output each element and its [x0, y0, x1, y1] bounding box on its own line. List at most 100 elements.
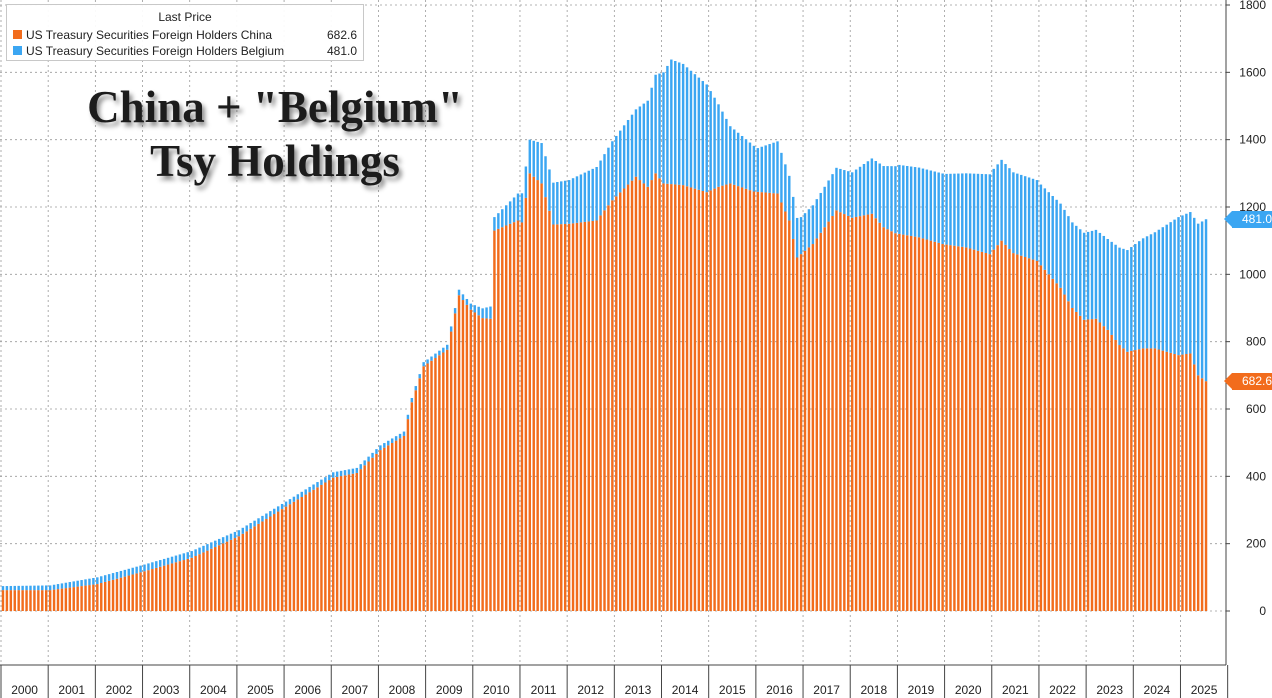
bar-china: [1161, 350, 1165, 611]
bar-china: [941, 244, 944, 612]
bar-china: [9, 590, 13, 611]
bar-china: [335, 476, 339, 611]
bar-china: [1145, 348, 1149, 611]
x-tick-label: 2024: [1144, 683, 1171, 697]
bar-china: [571, 223, 575, 611]
bar-belgium: [866, 161, 870, 215]
bar-belgium: [544, 156, 547, 198]
bar-china: [815, 238, 819, 611]
bar-china: [721, 185, 724, 611]
y-tick-label: 1600: [1239, 65, 1266, 79]
bar-china: [878, 222, 881, 611]
bar-china: [5, 590, 9, 611]
bar-belgium: [611, 141, 614, 201]
bar-china: [961, 246, 964, 612]
bar-china: [556, 224, 559, 612]
bar-china: [237, 536, 241, 611]
bar-belgium: [119, 570, 123, 578]
bar-belgium: [131, 567, 134, 575]
bar-belgium: [1043, 188, 1047, 270]
bar-china: [214, 547, 217, 611]
bar-china: [489, 318, 492, 611]
bar-china: [501, 227, 504, 611]
bar-china: [1086, 319, 1090, 611]
bar-china: [662, 183, 665, 611]
bar-belgium: [426, 359, 429, 364]
bar-belgium: [1134, 244, 1137, 351]
bar-china: [1082, 319, 1086, 611]
x-tick-label: 2010: [483, 683, 510, 697]
bar-china: [461, 300, 465, 611]
bar-belgium: [343, 470, 347, 476]
bar-china: [225, 541, 229, 611]
bar-belgium: [1063, 209, 1066, 295]
y-tick-label: 1200: [1239, 200, 1266, 214]
bar-china: [324, 482, 327, 611]
bar-china: [1165, 351, 1168, 611]
bar-belgium: [1059, 203, 1062, 288]
bar-belgium: [1035, 180, 1039, 261]
bar-china: [155, 567, 158, 611]
bar-china: [803, 250, 807, 611]
bar-belgium: [269, 511, 272, 517]
bar-belgium: [929, 170, 933, 241]
bar-china: [1118, 345, 1121, 611]
bar-china: [72, 587, 75, 611]
bar-china: [379, 450, 382, 611]
bar-belgium: [768, 144, 771, 193]
bar-belgium: [1094, 229, 1098, 319]
bar-china: [508, 223, 512, 612]
bar-china: [265, 518, 268, 611]
bar-belgium: [296, 494, 300, 500]
bar-belgium: [225, 535, 229, 542]
bar-china: [831, 215, 834, 611]
bar-belgium: [178, 554, 182, 562]
bar-china: [988, 254, 992, 611]
bar-belgium: [937, 172, 940, 243]
bar-china: [807, 247, 811, 611]
bar-belgium: [1181, 215, 1184, 355]
bar-belgium: [886, 166, 889, 230]
bar-china: [1063, 294, 1066, 611]
bar-belgium: [658, 73, 661, 179]
bar-china: [1177, 355, 1180, 611]
bar-belgium: [524, 166, 528, 198]
bar-belgium: [92, 578, 95, 585]
bar-belgium: [465, 298, 469, 305]
bar-china: [387, 445, 390, 611]
bar-china: [870, 213, 874, 611]
bar-belgium: [980, 173, 984, 252]
bar-belgium: [1114, 244, 1117, 340]
bar-belgium: [803, 213, 807, 251]
bar-belgium: [764, 145, 767, 193]
bar-belgium: [174, 555, 178, 563]
bar-china: [457, 295, 461, 611]
bar-china: [371, 457, 374, 611]
bar-china: [410, 402, 414, 611]
bar-belgium: [591, 168, 594, 221]
bar-belgium: [1204, 219, 1208, 382]
bar-belgium: [870, 158, 874, 214]
bar-belgium: [1079, 229, 1082, 316]
bar-belgium: [162, 558, 166, 566]
bar-china: [1075, 311, 1078, 611]
bar-belgium: [159, 560, 162, 567]
bar-china: [284, 506, 288, 611]
bar-belgium: [217, 538, 221, 546]
bar-belgium: [862, 164, 866, 216]
bar-belgium: [882, 166, 885, 228]
bar-belgium: [473, 305, 476, 313]
bar-china: [874, 218, 877, 611]
bar-china: [1122, 348, 1125, 611]
bar-china: [1110, 334, 1113, 611]
bar-china: [41, 590, 44, 611]
bar-belgium: [1126, 250, 1129, 352]
bar-belgium: [548, 169, 551, 211]
bar-belgium: [442, 347, 445, 353]
x-tick-label: 2013: [625, 683, 652, 697]
y-tick-label: 1800: [1239, 0, 1266, 12]
bar-belgium: [811, 205, 815, 245]
bar-belgium: [1130, 247, 1133, 351]
bar-belgium: [1173, 219, 1176, 355]
